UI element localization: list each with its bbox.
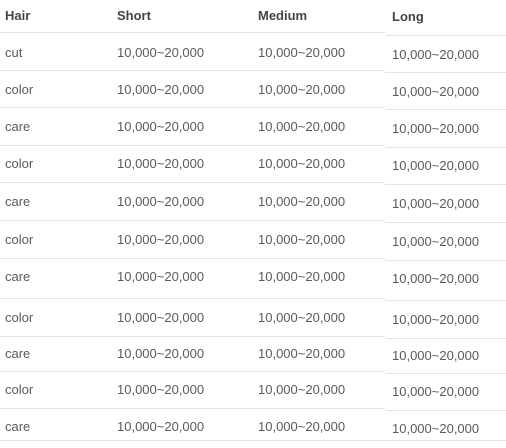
row-divider [385,35,506,36]
row-divider [385,184,506,185]
row-price-long: 10,000~20,000 [392,384,480,399]
row-price-medium: 10,000~20,000 [258,232,346,247]
row-divider [385,338,506,339]
row-divider [385,72,506,73]
row-service: care [5,194,31,209]
row-price-medium: 10,000~20,000 [258,45,346,60]
row-divider [0,182,385,183]
row-price-medium: 10,000~20,000 [258,382,346,397]
row-price-medium: 10,000~20,000 [258,310,346,325]
row-divider [385,147,506,148]
row-divider [385,260,506,261]
row-divider [385,222,506,223]
row-price-short: 10,000~20,000 [117,156,205,171]
row-service: color [5,156,34,171]
row-price-long: 10,000~20,000 [392,47,480,62]
row-service: color [5,82,34,97]
row-price-short: 10,000~20,000 [117,194,205,209]
row-divider [0,32,385,33]
header-medium: Medium [258,8,308,23]
row-divider [385,410,506,411]
header-hair: Hair [5,8,31,23]
row-divider [0,145,385,146]
row-service: care [5,119,31,134]
row-divider [0,107,385,108]
row-price-long: 10,000~20,000 [392,348,480,363]
row-service: color [5,310,34,325]
row-price-short: 10,000~20,000 [117,119,205,134]
row-service: cut [5,45,23,60]
row-price-long: 10,000~20,000 [392,158,480,173]
row-divider [385,109,506,110]
row-price-medium: 10,000~20,000 [258,156,346,171]
row-divider [0,258,385,259]
row-price-long: 10,000~20,000 [392,84,480,99]
row-price-short: 10,000~20,000 [117,346,205,361]
row-price-short: 10,000~20,000 [117,419,205,434]
row-price-medium: 10,000~20,000 [258,119,346,134]
row-price-long: 10,000~20,000 [392,234,480,249]
row-price-long: 10,000~20,000 [392,312,480,327]
row-divider [0,371,385,372]
row-divider [0,298,385,299]
row-service: color [5,232,34,247]
row-price-short: 10,000~20,000 [117,382,205,397]
row-service: care [5,269,31,284]
row-divider [385,300,506,301]
row-price-medium: 10,000~20,000 [258,82,346,97]
row-divider [385,373,506,374]
row-price-long: 10,000~20,000 [392,196,480,211]
row-price-medium: 10,000~20,000 [258,419,346,434]
row-price-short: 10,000~20,000 [117,310,205,325]
row-price-long: 10,000~20,000 [392,121,480,136]
row-divider [0,440,506,441]
row-price-medium: 10,000~20,000 [258,346,346,361]
row-service: care [5,419,31,434]
row-price-short: 10,000~20,000 [117,45,205,60]
row-divider [0,220,385,221]
row-price-short: 10,000~20,000 [117,82,205,97]
row-price-long: 10,000~20,000 [392,271,480,286]
row-divider [0,408,385,409]
row-price-medium: 10,000~20,000 [258,269,346,284]
row-price-medium: 10,000~20,000 [258,194,346,209]
header-short: Short [117,8,151,23]
row-divider [0,70,385,71]
row-service: care [5,346,31,361]
row-price-short: 10,000~20,000 [117,269,205,284]
row-divider [0,336,385,337]
row-service: color [5,382,34,397]
header-long: Long [392,9,424,24]
row-price-short: 10,000~20,000 [117,232,205,247]
row-price-long: 10,000~20,000 [392,421,480,436]
